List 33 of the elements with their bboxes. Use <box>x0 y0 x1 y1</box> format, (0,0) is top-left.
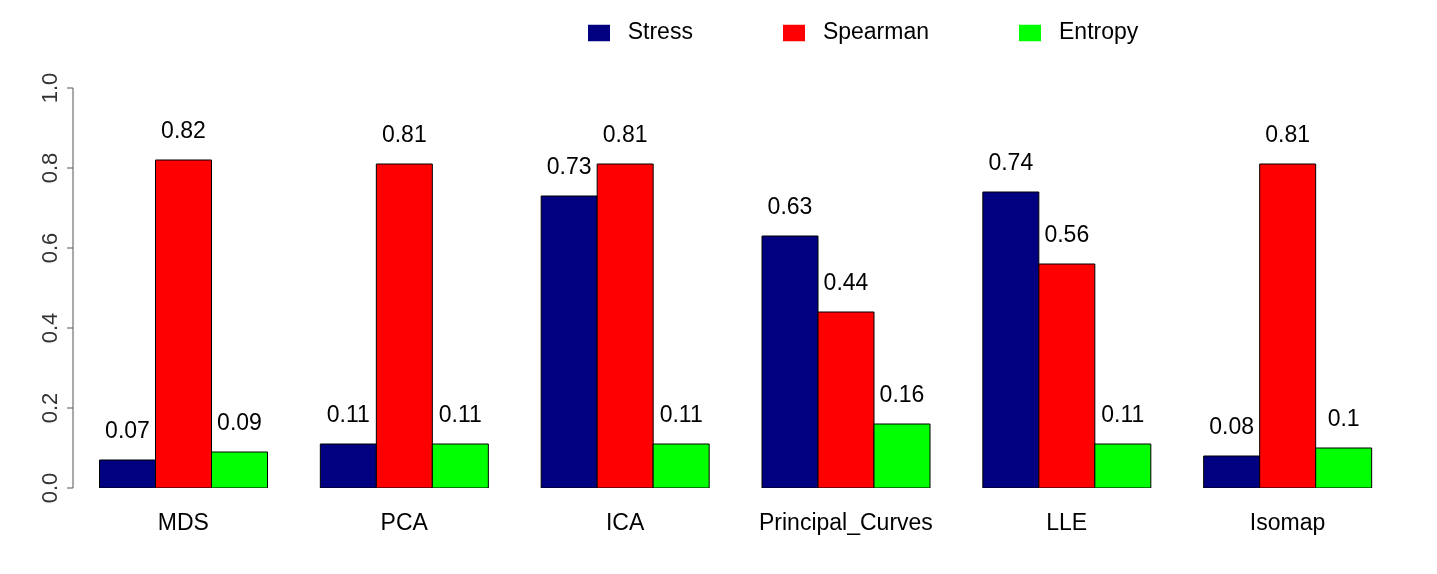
y-tick-label: 0.4 <box>37 312 62 344</box>
data-label: 0.11 <box>659 401 703 427</box>
x-tick-label: PCA <box>380 509 429 536</box>
data-label: 0.1 <box>1327 405 1360 431</box>
y-tick-label: 1.0 <box>37 72 62 104</box>
x-tick-label: LLE <box>1046 509 1088 536</box>
data-label: 0.09 <box>217 409 262 435</box>
data-label: 0.11 <box>438 401 482 427</box>
data-label: 0.07 <box>105 417 150 443</box>
data-label: 0.63 <box>767 193 813 219</box>
x-tick-label: ICA <box>605 509 645 536</box>
data-label: 0.74 <box>988 149 1034 175</box>
data-label: 0.82 <box>161 117 206 143</box>
data-label: 0.11 <box>326 401 370 427</box>
y-tick-label: 0.2 <box>37 392 62 424</box>
y-tick-label: 0.0 <box>37 472 62 504</box>
data-label: 0.81 <box>381 121 427 147</box>
data-label: 0.44 <box>823 269 869 295</box>
x-tick-label: Principal_Curves <box>758 509 933 536</box>
x-tick-label: Isomap <box>1249 509 1326 536</box>
x-tick-label: MDS <box>157 509 209 536</box>
data-label: 0.73 <box>546 153 592 179</box>
data-label: 0.11 <box>1101 401 1145 427</box>
data-label: 0.16 <box>879 381 925 407</box>
legend-label: Entropy <box>1059 18 1139 44</box>
data-label: 0.81 <box>602 121 648 147</box>
data-label: 0.56 <box>1044 221 1090 247</box>
data-label: 0.81 <box>1265 121 1311 147</box>
legend-label: Spearman <box>822 18 930 44</box>
y-tick-label: 0.6 <box>37 232 62 264</box>
legend-label: Stress <box>627 18 693 44</box>
y-tick-label: 0.8 <box>37 152 62 184</box>
data-label: 0.08 <box>1209 413 1255 439</box>
